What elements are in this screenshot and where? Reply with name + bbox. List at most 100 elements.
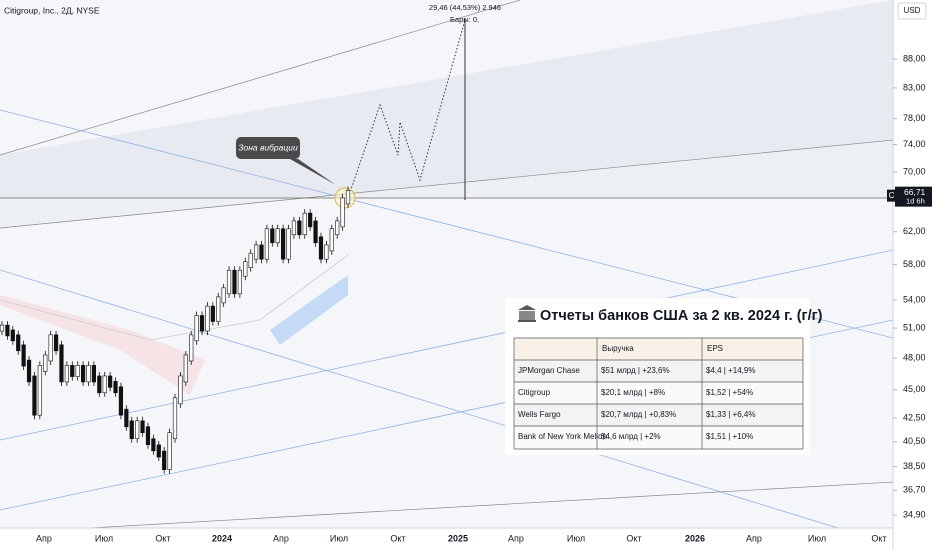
x-tick-label: 2024 <box>212 533 232 543</box>
y-tick-label: 83,00 <box>903 82 926 92</box>
y-tick-label: 78,00 <box>903 113 926 123</box>
candle-body <box>194 315 199 342</box>
zone-fill <box>0 295 205 395</box>
candle-body <box>297 220 302 236</box>
candle-body <box>59 344 64 383</box>
table-row-bg <box>514 382 803 404</box>
symbol-tag: C <box>889 191 895 200</box>
candle-body <box>151 438 156 452</box>
table-row-bg <box>514 404 803 426</box>
table-cell: $51 млрд | +23,6% <box>601 366 670 375</box>
y-tick-label: 54,00 <box>903 294 926 304</box>
y-tick-label: 34,90 <box>903 509 926 519</box>
x-tick-label: 2025 <box>448 533 468 543</box>
symbol-title: Citigroup, Inc., 2Д, NYSE <box>4 5 100 15</box>
candle-body <box>189 334 194 362</box>
candle-body <box>53 334 59 352</box>
table-cell: $4,6 млрд | +2% <box>601 432 661 441</box>
time-axis <box>0 528 893 550</box>
candle-body <box>91 365 97 383</box>
candle-body <box>270 228 275 244</box>
zone-fill <box>270 275 348 345</box>
candle-body <box>259 244 264 260</box>
candle-body <box>43 354 48 372</box>
table-cell: $1,52 | +54% <box>706 388 753 397</box>
table-row-bg <box>514 360 803 382</box>
candle-body <box>5 324 10 337</box>
table-header: Выручка <box>602 344 634 353</box>
y-tick-label: 36,70 <box>903 485 926 495</box>
candle-body <box>37 365 42 416</box>
candle-body <box>199 315 205 332</box>
candle-body <box>318 236 324 260</box>
candle-body <box>113 381 118 394</box>
forecast-path <box>347 19 466 199</box>
measure-label: 29,46 (44,53%) 2 946 <box>429 3 501 12</box>
candle-body <box>86 365 91 383</box>
candle-body <box>291 220 297 236</box>
y-tick-label: 45,00 <box>903 384 926 394</box>
candle-body <box>308 212 313 228</box>
candle-body <box>124 408 129 428</box>
table-row-bg <box>514 426 803 448</box>
candle-body <box>216 296 221 322</box>
candle-body <box>118 386 124 416</box>
table-header-bg <box>514 338 803 360</box>
x-tick-label: Окт <box>871 533 886 543</box>
bars-label: Бары: 0, <box>450 15 479 24</box>
trend-line <box>0 249 894 441</box>
table-header: EPS <box>707 344 723 353</box>
candle-body <box>129 420 134 439</box>
price-axis <box>893 0 932 550</box>
trend-line <box>89 481 894 529</box>
candle-body <box>281 228 286 260</box>
candle-body <box>75 365 80 377</box>
y-tick-label: 62,00 <box>903 226 926 236</box>
table-cell: $20,7 млрд | +0,83% <box>601 410 676 419</box>
price-countdown: 1d 6h <box>906 197 925 206</box>
trend-line <box>0 139 894 229</box>
symbol-tag-box <box>887 189 896 202</box>
table-cell: $1,51 | +10% <box>706 432 753 441</box>
x-tick-label: Апр <box>36 533 52 543</box>
vibration-zone <box>334 187 356 209</box>
candle-body <box>253 244 259 260</box>
y-tick-label: 48,00 <box>903 352 926 362</box>
x-tick-label: Июл <box>567 533 585 543</box>
candle-body <box>140 420 145 434</box>
candle-body <box>248 252 253 268</box>
candle-body <box>178 375 183 405</box>
y-tick-label: 42,50 <box>903 412 926 422</box>
bank-icon <box>518 305 536 322</box>
table-cell: $4,4 | +14,9% <box>706 366 755 375</box>
candle-body <box>172 397 178 439</box>
candle-body <box>10 329 15 342</box>
candle-body <box>313 220 318 244</box>
table-cell: Citigroup <box>518 388 551 397</box>
y-tick-label: 40,50 <box>903 436 926 446</box>
x-tick-label: Окт <box>155 533 170 543</box>
y-tick-label: 51,00 <box>903 322 926 332</box>
x-tick-label: Окт <box>390 533 405 543</box>
x-tick-label: Июл <box>808 533 826 543</box>
trend-line <box>0 0 521 156</box>
candle-body <box>64 365 69 383</box>
candle-body <box>329 228 334 252</box>
x-tick-label: Апр <box>508 533 524 543</box>
candle-body <box>286 228 291 260</box>
currency: USD <box>904 6 921 15</box>
candle-body <box>167 432 172 471</box>
candle-body <box>183 354 188 383</box>
candle-body <box>221 287 226 304</box>
candle-body <box>145 426 151 446</box>
currency-box[interactable] <box>897 2 927 20</box>
x-tick-label: Июл <box>330 533 348 543</box>
candle-body <box>324 244 329 260</box>
candle-body <box>335 220 340 236</box>
channel-fill <box>0 0 893 228</box>
candle-body <box>32 375 37 416</box>
x-tick-label: Окт <box>626 533 641 543</box>
candle-body <box>16 334 21 352</box>
table-cell: Bank of New York Mellon <box>518 432 607 441</box>
